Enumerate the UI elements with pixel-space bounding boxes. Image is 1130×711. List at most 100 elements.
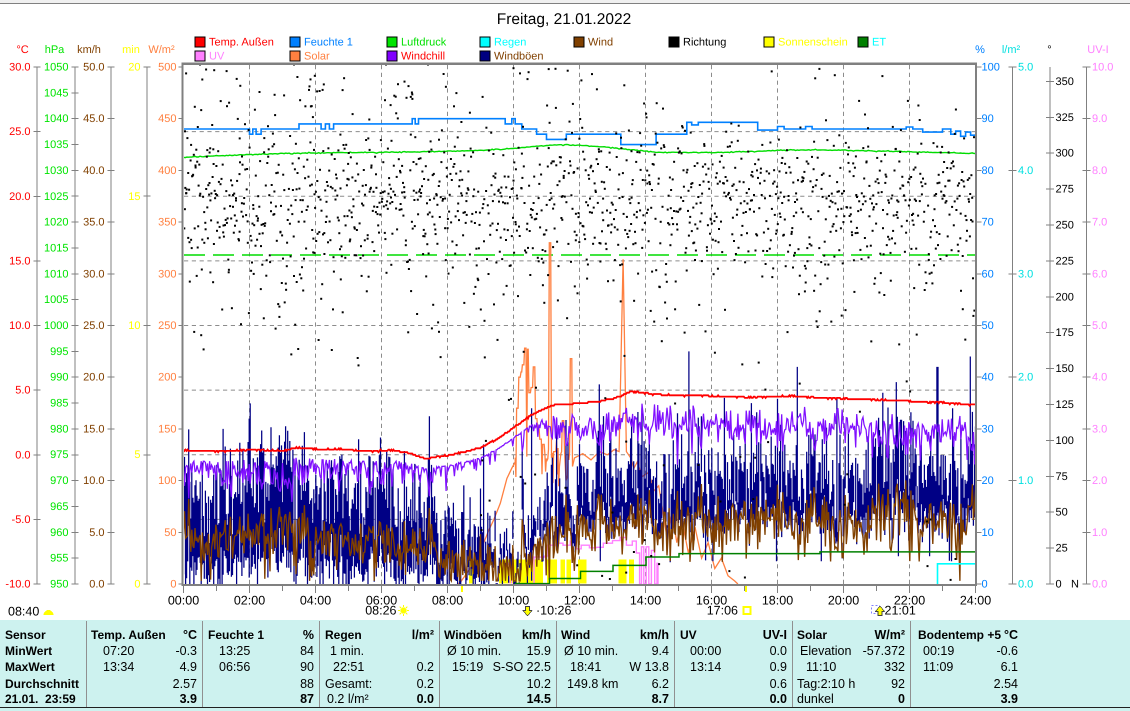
svg-text:15.0: 15.0 <box>83 423 104 435</box>
svg-text:18:00: 18:00 <box>762 594 793 608</box>
svg-text:0.0: 0.0 <box>15 449 30 461</box>
svg-text:6.0: 6.0 <box>1092 268 1107 280</box>
svg-text:16:00: 16:00 <box>696 594 727 608</box>
svg-text:0.0: 0.0 <box>1018 579 1033 591</box>
svg-text:hPa: hPa <box>45 44 65 56</box>
svg-text:0: 0 <box>170 579 176 591</box>
svg-text:250: 250 <box>1056 220 1074 232</box>
svg-text:Windböen: Windböen <box>494 51 544 63</box>
svg-text:0: 0 <box>1056 579 1062 591</box>
svg-text:10.0: 10.0 <box>83 475 104 487</box>
svg-text:Feuchte 1: Feuchte 1 <box>304 37 353 49</box>
svg-text:7.0: 7.0 <box>1092 217 1107 229</box>
svg-text:1.0: 1.0 <box>1018 475 1033 487</box>
svg-text:l/m²: l/m² <box>1002 44 1021 56</box>
svg-text:980: 980 <box>50 423 68 435</box>
svg-text:350: 350 <box>158 217 176 229</box>
svg-text:400: 400 <box>158 165 176 177</box>
svg-text:km/h: km/h <box>77 44 101 56</box>
svg-text:1035: 1035 <box>44 139 68 151</box>
svg-text:45.0: 45.0 <box>83 113 104 125</box>
svg-text:35.0: 35.0 <box>83 217 104 229</box>
svg-text:175: 175 <box>1056 327 1074 339</box>
svg-text:24:00: 24:00 <box>960 594 991 608</box>
svg-text:70: 70 <box>982 217 994 229</box>
svg-text:21:01: 21:01 <box>885 604 916 618</box>
svg-text:80: 80 <box>982 165 994 177</box>
svg-text:00:00: 00:00 <box>168 594 199 608</box>
svg-text:20: 20 <box>128 62 140 74</box>
svg-text:1030: 1030 <box>44 165 68 177</box>
svg-text:8.0: 8.0 <box>1092 165 1107 177</box>
svg-text:20: 20 <box>982 475 994 487</box>
svg-text:970: 970 <box>50 475 68 487</box>
svg-text:14:00: 14:00 <box>630 594 661 608</box>
svg-text:950: 950 <box>50 579 68 591</box>
svg-text:325: 325 <box>1056 112 1074 124</box>
svg-text:°: ° <box>1047 44 1051 56</box>
svg-text:N: N <box>1071 579 1079 591</box>
svg-text:3.0: 3.0 <box>1018 268 1033 280</box>
svg-text:02:00: 02:00 <box>234 594 265 608</box>
svg-text:100: 100 <box>158 475 176 487</box>
svg-text:1025: 1025 <box>44 191 68 203</box>
svg-text:990: 990 <box>50 372 68 384</box>
svg-text:·10:26: ·10:26 <box>536 604 571 618</box>
svg-text:08:00: 08:00 <box>432 594 463 608</box>
svg-text:Richtung: Richtung <box>683 37 726 49</box>
svg-text:0.0: 0.0 <box>89 579 104 591</box>
svg-text:20.0: 20.0 <box>9 191 30 203</box>
svg-text:960: 960 <box>50 527 68 539</box>
svg-text:5.0: 5.0 <box>1018 62 1033 74</box>
svg-text:1010: 1010 <box>44 268 68 280</box>
svg-text:10.0: 10.0 <box>1092 62 1113 74</box>
svg-text:300: 300 <box>1056 148 1074 160</box>
svg-text:200: 200 <box>1056 291 1074 303</box>
svg-text:1000: 1000 <box>44 320 68 332</box>
svg-text:2.0: 2.0 <box>1092 475 1107 487</box>
svg-text:50: 50 <box>164 527 176 539</box>
svg-text:22:00: 22:00 <box>894 594 925 608</box>
svg-text:50: 50 <box>982 320 994 332</box>
svg-text:2.0: 2.0 <box>1018 372 1033 384</box>
svg-text:4.0: 4.0 <box>1092 372 1107 384</box>
svg-text:50: 50 <box>1056 507 1068 519</box>
svg-text:1020: 1020 <box>44 217 68 229</box>
svg-text:975: 975 <box>50 449 68 461</box>
svg-text:75: 75 <box>1056 471 1068 483</box>
svg-text:450: 450 <box>158 113 176 125</box>
svg-text:15.0: 15.0 <box>9 255 30 267</box>
svg-text:08:40: 08:40 <box>8 605 39 619</box>
svg-text:955: 955 <box>50 553 68 565</box>
svg-text:995: 995 <box>50 346 68 358</box>
svg-text:08:26: 08:26 <box>365 604 396 618</box>
svg-text:30: 30 <box>982 423 994 435</box>
svg-text:20.0: 20.0 <box>83 372 104 384</box>
svg-text:06:00: 06:00 <box>366 594 397 608</box>
svg-text:350: 350 <box>1056 76 1074 88</box>
svg-text:UV-I: UV-I <box>1087 44 1108 56</box>
svg-text:150: 150 <box>1056 363 1074 375</box>
svg-text:10:00: 10:00 <box>498 594 529 608</box>
svg-text:-10.0: -10.0 <box>5 579 30 591</box>
svg-text:0.0: 0.0 <box>1092 579 1107 591</box>
svg-text:Sonnenschein: Sonnenschein <box>778 37 848 49</box>
svg-text:5: 5 <box>134 449 140 461</box>
svg-text:Temp. Außen: Temp. Außen <box>209 37 274 49</box>
svg-text:225: 225 <box>1056 255 1074 267</box>
svg-text:100: 100 <box>1056 435 1074 447</box>
svg-text:10: 10 <box>982 527 994 539</box>
svg-text:04:00: 04:00 <box>300 594 331 608</box>
svg-text:0: 0 <box>982 579 988 591</box>
svg-text:5.0: 5.0 <box>1092 320 1107 332</box>
svg-text:°C: °C <box>16 44 28 56</box>
svg-text:Freitag, 21.01.2022: Freitag, 21.01.2022 <box>497 11 631 28</box>
svg-text:150: 150 <box>158 423 176 435</box>
svg-text:3.0: 3.0 <box>1092 423 1107 435</box>
svg-text:4.0: 4.0 <box>1018 165 1033 177</box>
svg-text:60: 60 <box>982 268 994 280</box>
svg-text:40.0: 40.0 <box>83 165 104 177</box>
svg-text:40: 40 <box>982 372 994 384</box>
svg-text:125: 125 <box>1056 399 1074 411</box>
svg-text:985: 985 <box>50 398 68 410</box>
